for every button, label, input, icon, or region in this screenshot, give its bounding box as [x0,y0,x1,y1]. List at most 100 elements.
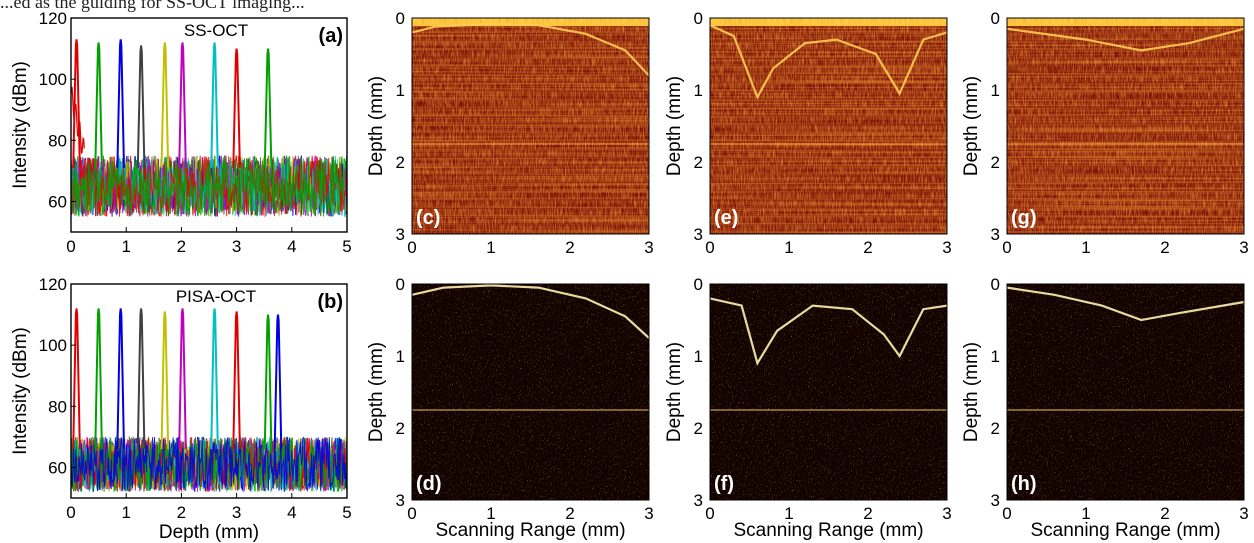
x-tick-label: 1 [1081,238,1090,257]
panel-label: (g) [1011,207,1037,229]
x-tick-label: 2 [863,238,872,257]
panel-title: SS-OCT [184,21,248,40]
y-axis-label: Intensity (dBm) [10,61,31,189]
tissue-surface [709,24,948,100]
peak-line [94,308,103,450]
panel-label: (e) [714,207,738,229]
x-tick-label: 4 [287,503,296,522]
y-tick-label: 120 [39,275,67,294]
x-axis-label: Scanning Range (mm) [435,520,625,541]
x-tick-label: 0 [66,503,75,522]
image-frame [709,283,948,501]
y-tick-label: 80 [48,397,67,416]
y-tick-label: 2 [694,153,703,172]
x-tick-label: 1 [121,237,130,256]
x-tick-label: 3 [644,504,653,523]
panel-label: (f) [714,473,734,495]
y-tick-label: 3 [991,225,1000,244]
x-axis-label: Scanning Range (mm) [1030,520,1220,541]
x-axis-label: Depth (mm) [159,522,259,543]
image-frame [709,17,948,235]
y-tick-label: 60 [48,192,67,211]
x-tick-label: 1 [121,503,130,522]
y-tick-label: 2 [991,153,1000,172]
image-frame [1006,17,1245,235]
peak-line [178,308,187,450]
tissue-surface [411,22,650,77]
x-tick-label: 3 [1239,238,1248,257]
x-tick-label: 3 [942,238,951,257]
y-tick-label: 1 [694,347,703,366]
x-tick-label: 1 [1081,504,1090,523]
y-axis-label: Depth (mm) [961,342,982,442]
panel-label: (a) [319,25,343,47]
y-axis-label: Depth (mm) [366,76,387,176]
y-tick-label: 100 [39,70,67,89]
peak-line [94,42,103,168]
x-tick-label: 0 [66,237,75,256]
panel-title: PISA-OCT [176,287,256,306]
axes-frame [70,17,348,233]
y-axis-label: Depth (mm) [366,342,387,442]
peak-line [232,311,241,450]
oct-speckle [710,18,947,234]
peak-line [116,39,125,168]
panel-label: (d) [416,473,442,495]
tissue-surface [411,284,650,339]
y-tick-label: 3 [396,491,405,510]
image-frame [1006,283,1245,501]
x-tick-label: 0 [1002,238,1011,257]
noise-trace [71,155,347,217]
peak-line [263,48,273,168]
y-axis-label: Depth (mm) [664,76,685,176]
x-tick-label: 1 [784,238,793,257]
x-tick-label: 5 [342,237,351,256]
x-tick-label: 0 [705,238,714,257]
panel-label: (c) [416,207,440,229]
panel-label: (b) [317,291,343,313]
peak-line [136,45,146,168]
x-tick-label: 3 [644,238,653,257]
peak-line [178,42,187,168]
top-caption-fragment: ...ed as the guiding for SS-OCT imaging.… [0,0,305,12]
x-tick-label: 0 [407,238,416,257]
oct-speckle [412,284,649,500]
peak-line [72,308,81,450]
x-tick-label: 1 [486,504,495,523]
x-tick-label: 3 [232,503,241,522]
peak-line [116,308,125,450]
tissue-surface [1006,286,1245,322]
axes-frame [70,283,348,499]
x-tick-label: 0 [705,504,714,523]
y-tick-label: 3 [694,225,703,244]
x-tick-label: 3 [232,237,241,256]
x-tick-label: 2 [1160,238,1169,257]
peak-line [136,308,146,450]
panel-label: (h) [1011,473,1037,495]
tissue-surface [709,297,948,366]
peak-line [72,39,81,168]
peak-line [210,42,219,168]
oct-speckle [1007,284,1244,500]
oct-speckle [412,18,649,234]
x-tick-label: 0 [1002,504,1011,523]
y-tick-label: 2 [396,153,405,172]
x-axis-label: Scanning Range (mm) [733,520,923,541]
x-tick-label: 3 [1239,504,1248,523]
y-tick-label: 60 [48,458,67,477]
y-axis-label: Intensity (dBm) [10,327,31,455]
peak-line [160,42,170,168]
oct-speckle [1007,18,1244,234]
peak-line [273,314,283,450]
peak-line [263,314,273,450]
y-tick-label: 3 [991,491,1000,510]
oct-speckle [710,284,947,500]
x-tick-label: 5 [342,503,351,522]
y-tick-label: 1 [396,81,405,100]
y-tick-label: 2 [396,419,405,438]
peak-line [210,308,219,450]
y-tick-label: 0 [991,275,1000,294]
x-tick-label: 1 [784,504,793,523]
y-axis-label: Depth (mm) [961,76,982,176]
